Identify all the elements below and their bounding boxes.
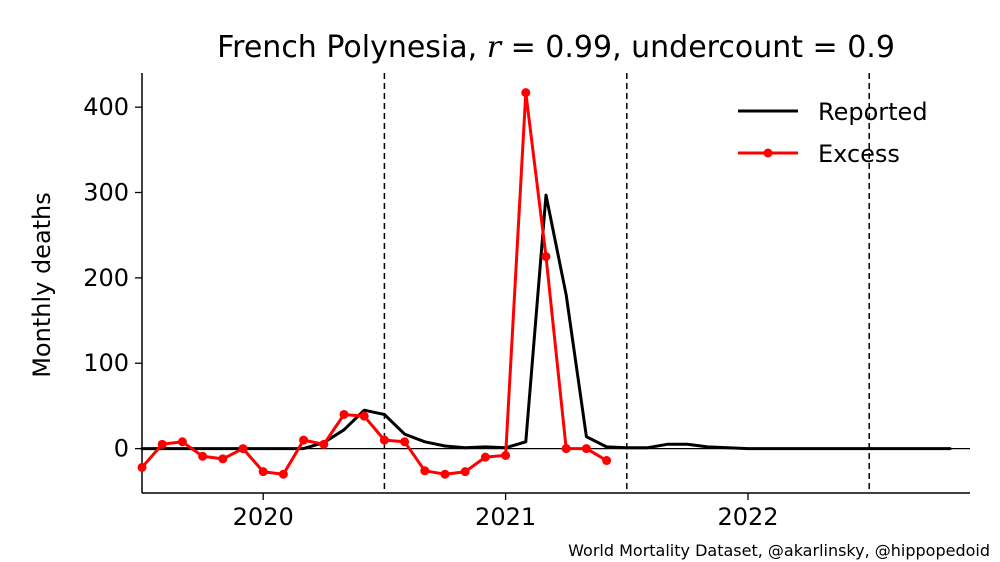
data-point-excess bbox=[541, 252, 551, 262]
x-tick-label: 2021 bbox=[475, 503, 536, 531]
data-point-excess bbox=[602, 456, 612, 466]
footer-credit: World Mortality Dataset, @akarlinsky, @h… bbox=[568, 541, 990, 560]
chart-title-r-value: = 0.99, undercount = 0.9 bbox=[501, 30, 895, 65]
chart-title-r-symbol: r bbox=[487, 30, 503, 65]
legend-marker-excess bbox=[763, 148, 773, 158]
data-point-excess bbox=[440, 469, 450, 479]
legend-label-reported: Reported bbox=[818, 98, 928, 126]
data-point-excess bbox=[379, 435, 389, 445]
data-point-excess bbox=[137, 462, 147, 472]
legend: Reported Excess bbox=[738, 98, 928, 168]
y-axis-label: Monthly deaths bbox=[28, 192, 56, 378]
y-tick-label: 400 bbox=[83, 93, 129, 121]
data-point-excess bbox=[177, 437, 187, 447]
y-tick-label: 0 bbox=[114, 435, 129, 463]
plot-area: 0 100 200 300 400 2020 2021 2022 bbox=[83, 73, 970, 531]
data-point-excess bbox=[258, 467, 268, 477]
data-point-excess bbox=[501, 450, 511, 460]
data-point-excess bbox=[480, 452, 490, 462]
data-point-excess bbox=[420, 466, 430, 476]
data-point-excess bbox=[400, 437, 410, 447]
data-point-excess bbox=[218, 454, 228, 464]
data-point-excess bbox=[581, 444, 591, 454]
chart-title: French Polynesia, r = 0.99, undercount =… bbox=[217, 30, 895, 65]
legend-label-excess: Excess bbox=[818, 140, 900, 168]
y-tick-label: 100 bbox=[83, 349, 129, 377]
series-line-excess bbox=[140, 91, 609, 476]
data-point-excess bbox=[198, 451, 208, 461]
series-line-reported bbox=[140, 193, 952, 451]
data-point-excess bbox=[339, 409, 349, 419]
data-point-excess bbox=[319, 439, 329, 449]
data-point-excess bbox=[521, 88, 531, 98]
x-tick-label: 2020 bbox=[233, 503, 294, 531]
y-tick-label: 300 bbox=[83, 179, 129, 207]
data-point-excess bbox=[278, 469, 288, 479]
chart-title-prefix: French Polynesia, bbox=[217, 30, 487, 65]
data-point-excess bbox=[460, 467, 470, 477]
x-tick-label: 2022 bbox=[717, 503, 778, 531]
y-tick-label: 200 bbox=[83, 264, 129, 292]
data-point-excess bbox=[238, 444, 248, 454]
data-point-excess bbox=[157, 439, 167, 449]
data-point-excess bbox=[359, 411, 369, 421]
data-point-excess bbox=[299, 435, 309, 445]
data-point-excess bbox=[561, 444, 571, 454]
